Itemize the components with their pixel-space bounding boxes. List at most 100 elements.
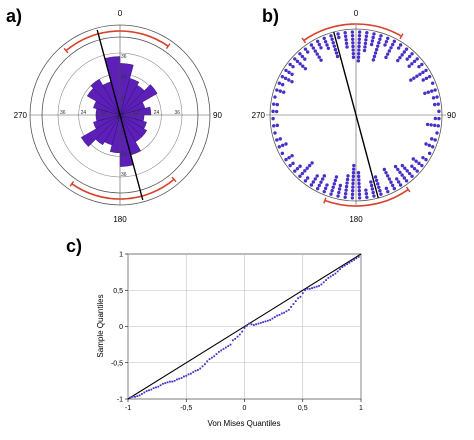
dot-point: [333, 178, 338, 183]
qq-point: [238, 333, 241, 336]
rose-petal: [119, 78, 140, 116]
dot-point: [278, 89, 282, 93]
dot-point: [277, 145, 282, 149]
dot-point: [430, 137, 434, 141]
qq-point: [148, 389, 150, 392]
dot-direction-label-east: 90: [447, 111, 456, 120]
dot-point: [362, 48, 367, 53]
panel-label-b: b): [262, 6, 279, 26]
qq-point: [306, 287, 309, 290]
confidence-arc-end: [405, 186, 411, 193]
panel-label-a: a): [6, 6, 22, 26]
qq-x-ticks: -1 -0,5 0 0,5 1: [125, 399, 363, 412]
dot-point: [356, 174, 361, 179]
qq-point: [180, 377, 183, 379]
dot-point: [323, 39, 328, 44]
qq-point: [322, 281, 325, 284]
qq-point: [145, 390, 148, 392]
dot-point: [326, 46, 331, 50]
dot-point: [364, 38, 368, 42]
dot-point: [424, 76, 429, 81]
dot-point: [430, 145, 435, 149]
dot-point: [344, 184, 349, 189]
qq-point: [243, 327, 246, 329]
dot-point: [287, 78, 291, 82]
qq-point: [250, 323, 253, 326]
dot-point: [356, 171, 361, 175]
dot-point: [412, 59, 417, 64]
qq-point: [255, 323, 258, 326]
qq-point: [197, 369, 199, 371]
dot-point: [386, 36, 390, 41]
dot-point: [303, 179, 308, 183]
dot-point: [320, 177, 325, 181]
dot-point: [402, 50, 407, 54]
dot-point: [364, 192, 369, 196]
qq-point: [222, 348, 225, 350]
dot-point: [275, 88, 279, 92]
qq-point: [311, 287, 313, 289]
dot-point: [436, 124, 440, 128]
dot-point: [275, 123, 279, 128]
dot-point: [351, 185, 355, 189]
ring-label: 12: [101, 110, 107, 116]
dot-point: [301, 64, 305, 68]
dot-point: [423, 91, 427, 95]
dot-point: [363, 41, 368, 46]
dot-point: [424, 142, 428, 146]
dot-point: [315, 186, 320, 191]
dot-point: [430, 89, 434, 93]
dot-point: [331, 41, 335, 45]
ring-label: 12: [133, 110, 139, 116]
dot-direction-label-north: 0: [354, 9, 359, 18]
dot-point: [371, 35, 375, 40]
dot-point: [350, 30, 355, 34]
dot-point: [392, 39, 397, 44]
rose-petal: [119, 84, 158, 116]
qq-point: [339, 268, 341, 271]
dot-point: [346, 174, 350, 178]
dot-point: [351, 174, 356, 179]
qq-point: [294, 300, 297, 303]
dot-point: [313, 177, 317, 181]
qq-point: [129, 396, 132, 399]
dot-point: [378, 189, 382, 193]
dot-point: [430, 81, 435, 85]
dot-point: [331, 185, 335, 189]
dot-point: [373, 51, 378, 55]
qq-point: [318, 285, 320, 287]
qq-point: [348, 261, 351, 264]
dot-point: [307, 163, 312, 168]
dot-point: [303, 57, 307, 61]
dot-point: [288, 163, 292, 168]
dot-point: [412, 76, 416, 80]
qq-point: [276, 314, 279, 317]
dot-point: [352, 163, 356, 168]
y-axis-title: Sample Quantiles: [96, 294, 105, 357]
dot-point: [392, 186, 397, 191]
dot-point: [335, 54, 340, 59]
ring-label: 36: [174, 110, 180, 116]
dot-point: [426, 90, 430, 94]
qq-point: [169, 380, 171, 383]
dot-point: [437, 116, 441, 121]
dot-point: [343, 192, 348, 196]
dot-direction-label-west: 270: [252, 111, 266, 120]
dot-point: [337, 35, 341, 40]
dot-point: [424, 68, 428, 73]
dot-point: [370, 39, 375, 43]
qq-point: [176, 378, 178, 381]
dot-point: [415, 57, 419, 61]
qq-point: [301, 292, 304, 295]
dot-point: [311, 180, 316, 184]
dot-point: [370, 187, 375, 191]
dot-point: [323, 186, 328, 191]
dot-point: [357, 48, 361, 52]
dot-point: [369, 42, 374, 47]
qq-point: [355, 257, 358, 260]
dot-point: [377, 185, 381, 189]
confidence-arc-end: [69, 180, 75, 187]
dot-point: [287, 155, 291, 160]
dot-plot-points: [271, 30, 441, 200]
